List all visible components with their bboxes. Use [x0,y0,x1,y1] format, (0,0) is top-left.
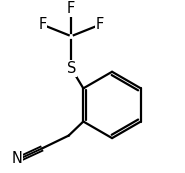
Text: F: F [67,1,75,16]
Text: N: N [12,151,23,166]
Text: F: F [38,17,46,32]
Text: S: S [67,61,76,76]
Text: F: F [96,17,104,32]
